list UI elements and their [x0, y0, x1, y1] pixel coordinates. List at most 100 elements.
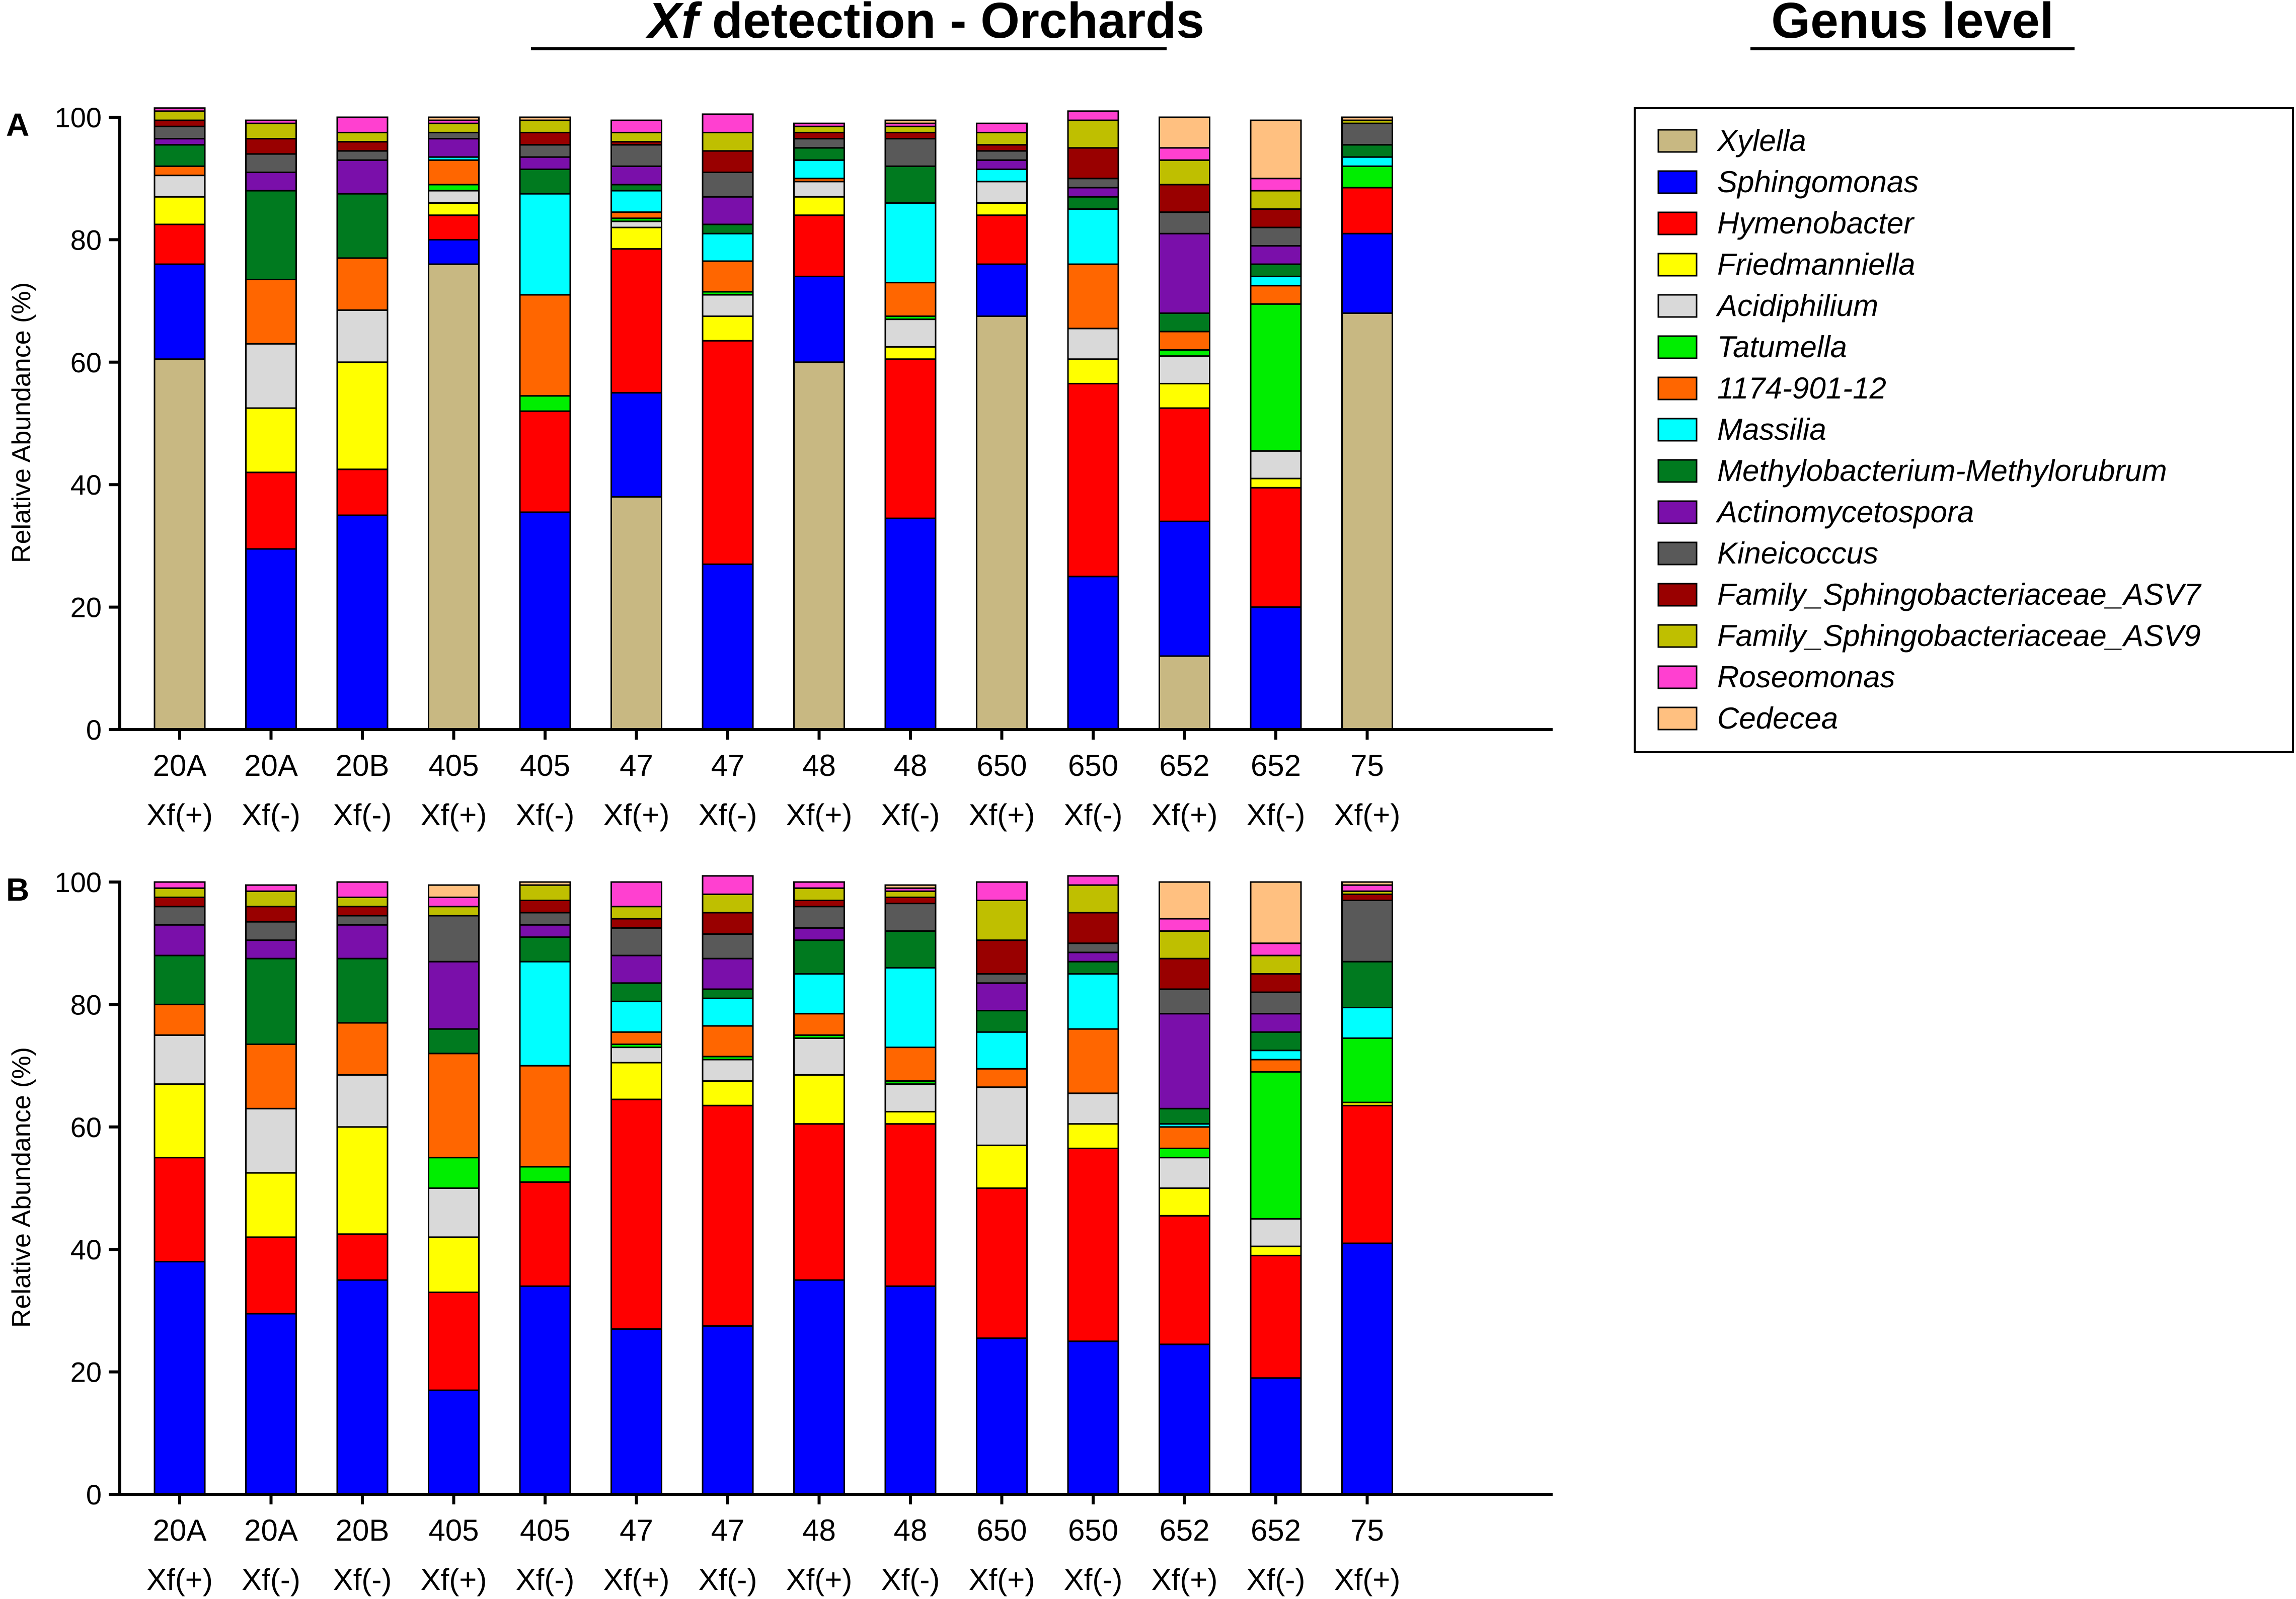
bar-segment-1174-901-12 — [428, 1053, 480, 1159]
bar-segment-sphingomonas — [1067, 576, 1119, 731]
bar-segment-roseomonas — [793, 122, 845, 127]
y-tick-label: 0 — [86, 1479, 102, 1510]
bar-segment-methylobacterium-methylorubrum — [702, 988, 754, 999]
bar-segment-friedmanniella — [1250, 1245, 1302, 1256]
legend-label-1174-901-12: 1174-901-12 — [1717, 371, 1886, 405]
x-tick-label: 20B — [336, 1513, 390, 1547]
legend-label-methylobacterium-methylorubrum: Methylobacterium-Methylorubrum — [1717, 454, 2167, 488]
bar-segment-sphingomonas — [702, 563, 754, 731]
bar-segment-sphingomonas — [976, 263, 1028, 317]
x-tick-sublabel: Xf(-) — [516, 798, 575, 832]
bar-segment-family-sphingobacteriaceae-asv7 — [519, 131, 571, 146]
bar-segment-roseomonas — [702, 113, 754, 133]
bar-segment-tatumella — [428, 1157, 480, 1189]
bar-segment-roseomonas — [610, 881, 662, 908]
bar-segment-actinomycetospora — [1067, 187, 1119, 198]
bar-segment-actinomycetospora — [154, 924, 206, 956]
bar-segment-family-sphingobacteriaceae-asv9 — [519, 884, 571, 902]
bar-segment-acidiphilium — [702, 1059, 754, 1082]
x-tick-label: 48 — [802, 1513, 836, 1547]
x-tick-label: 47 — [620, 749, 653, 782]
bar-segment-methylobacterium-methylorubrum — [245, 957, 297, 1046]
bar-segment-1174-901-12 — [245, 1044, 297, 1109]
bar-segment-tatumella — [1250, 303, 1302, 452]
bar-segment-sphingomonas — [428, 238, 480, 265]
legend-label-massilia: Massilia — [1717, 413, 1826, 446]
bar-segment-kineicoccus — [884, 138, 937, 167]
bar-segment-hymenobacter — [154, 223, 206, 265]
bar-segment-family-sphingobacteriaceae-asv7 — [1159, 184, 1210, 213]
legend-swatch-kineicoccus — [1657, 541, 1698, 566]
bar-segment-massilia — [1341, 156, 1393, 167]
bar-segment-acidiphilium — [245, 1107, 297, 1174]
bar-segment-methylobacterium-methylorubrum — [884, 930, 937, 969]
bar-segment-actinomycetospora — [336, 159, 389, 195]
bar-segment-cedecea — [1250, 881, 1302, 944]
bar-segment-actinomycetospora — [245, 939, 297, 960]
bar-segment-acidiphilium — [428, 1187, 480, 1238]
bar-segment-family-sphingobacteriaceae-asv9 — [336, 896, 389, 908]
bar-segment-hymenobacter — [976, 214, 1028, 265]
bar-segment-family-sphingobacteriaceae-asv9 — [976, 131, 1028, 146]
x-tick-sublabel: Xf(-) — [516, 1563, 575, 1596]
bar-segment-sphingomonas — [245, 548, 297, 731]
bar-segment-family-sphingobacteriaceae-asv9 — [793, 125, 845, 133]
bar-segment-actinomycetospora — [336, 924, 389, 960]
bar-segment-massilia — [1341, 1006, 1393, 1039]
bar-segment-roseomonas — [245, 119, 297, 124]
bar-segment-massilia — [702, 232, 754, 262]
bar-segment-roseomonas — [428, 896, 480, 908]
axes — [118, 881, 1553, 1504]
bar-segment-roseomonas — [336, 116, 389, 133]
bar-segment-roseomonas — [245, 884, 297, 892]
bar-segment-massilia — [976, 1031, 1028, 1070]
bar-segment-acidiphilium — [336, 1074, 389, 1128]
x-tick-sublabel: Xf(+) — [146, 798, 213, 832]
bar-segment-methylobacterium-methylorubrum — [793, 939, 845, 975]
genus-level-title: Genus level — [1771, 0, 2053, 49]
x-tick-label: 405 — [520, 749, 570, 782]
bar-segment-family-sphingobacteriaceae-asv7 — [245, 138, 297, 155]
bar-segment-hymenobacter — [428, 214, 480, 241]
bar-segment-family-sphingobacteriaceae-asv7 — [702, 912, 754, 935]
bar-segment-kineicoccus — [245, 921, 297, 941]
bar-segment-methylobacterium-methylorubrum — [519, 168, 571, 195]
bar-segment-sphingomonas — [519, 511, 571, 731]
bar-segment-friedmanniella — [245, 1172, 297, 1238]
bar-segment-cedecea — [1341, 881, 1393, 886]
bar-segment-family-sphingobacteriaceae-asv7 — [1067, 147, 1119, 180]
x-tick-sublabel: Xf(-) — [699, 1563, 757, 1596]
y-tick-label: 20 — [70, 1356, 102, 1388]
bar-segment-actinomycetospora — [793, 927, 845, 941]
legend-swatch-methylobacterium-methylorubrum — [1657, 459, 1698, 483]
bar-segment-family-sphingobacteriaceae-asv9 — [610, 906, 662, 920]
bar-segment-friedmanniella — [1159, 1187, 1210, 1217]
bar-segment-roseomonas — [1159, 918, 1210, 932]
bar-segment-massilia — [884, 967, 937, 1049]
bar-segment-kineicoccus — [1250, 991, 1302, 1015]
bar-segment-kineicoccus — [154, 906, 206, 926]
bar-segment-actinomycetospora — [1159, 232, 1210, 314]
bar-segment-tatumella — [1250, 1071, 1302, 1220]
bar-segment-methylobacterium-methylorubrum — [154, 954, 206, 1005]
bar-segment-acidiphilium — [154, 1034, 206, 1085]
bar-segment-friedmanniella — [976, 202, 1028, 216]
bar-segment-sphingomonas — [976, 1337, 1028, 1495]
x-tick-label: 652 — [1159, 749, 1209, 782]
bar-segment-kineicoccus — [793, 906, 845, 929]
bar-segment-sphingomonas — [702, 1325, 754, 1495]
bar-segment-hymenobacter — [1159, 407, 1210, 522]
x-tick-label: 405 — [428, 749, 479, 782]
y-axis-ticks: 0 20 40 60 80 100 — [55, 866, 120, 1510]
bar-segment-friedmanniella — [610, 1062, 662, 1100]
figure-title: Xf detection - Orchards — [645, 0, 1204, 49]
x-tick-sublabel: Xf(-) — [1064, 1563, 1123, 1596]
bar-segment-1174-901-12 — [610, 1031, 662, 1046]
bar-segment-family-sphingobacteriaceae-asv9 — [154, 887, 206, 898]
bar-segment-friedmanniella — [884, 1110, 937, 1125]
bar-segment-actinomycetospora — [154, 138, 206, 146]
bar-segment-kineicoccus — [154, 125, 206, 140]
bar-segment-1174-901-12 — [519, 294, 571, 397]
bar-segment-hymenobacter — [884, 1123, 937, 1287]
